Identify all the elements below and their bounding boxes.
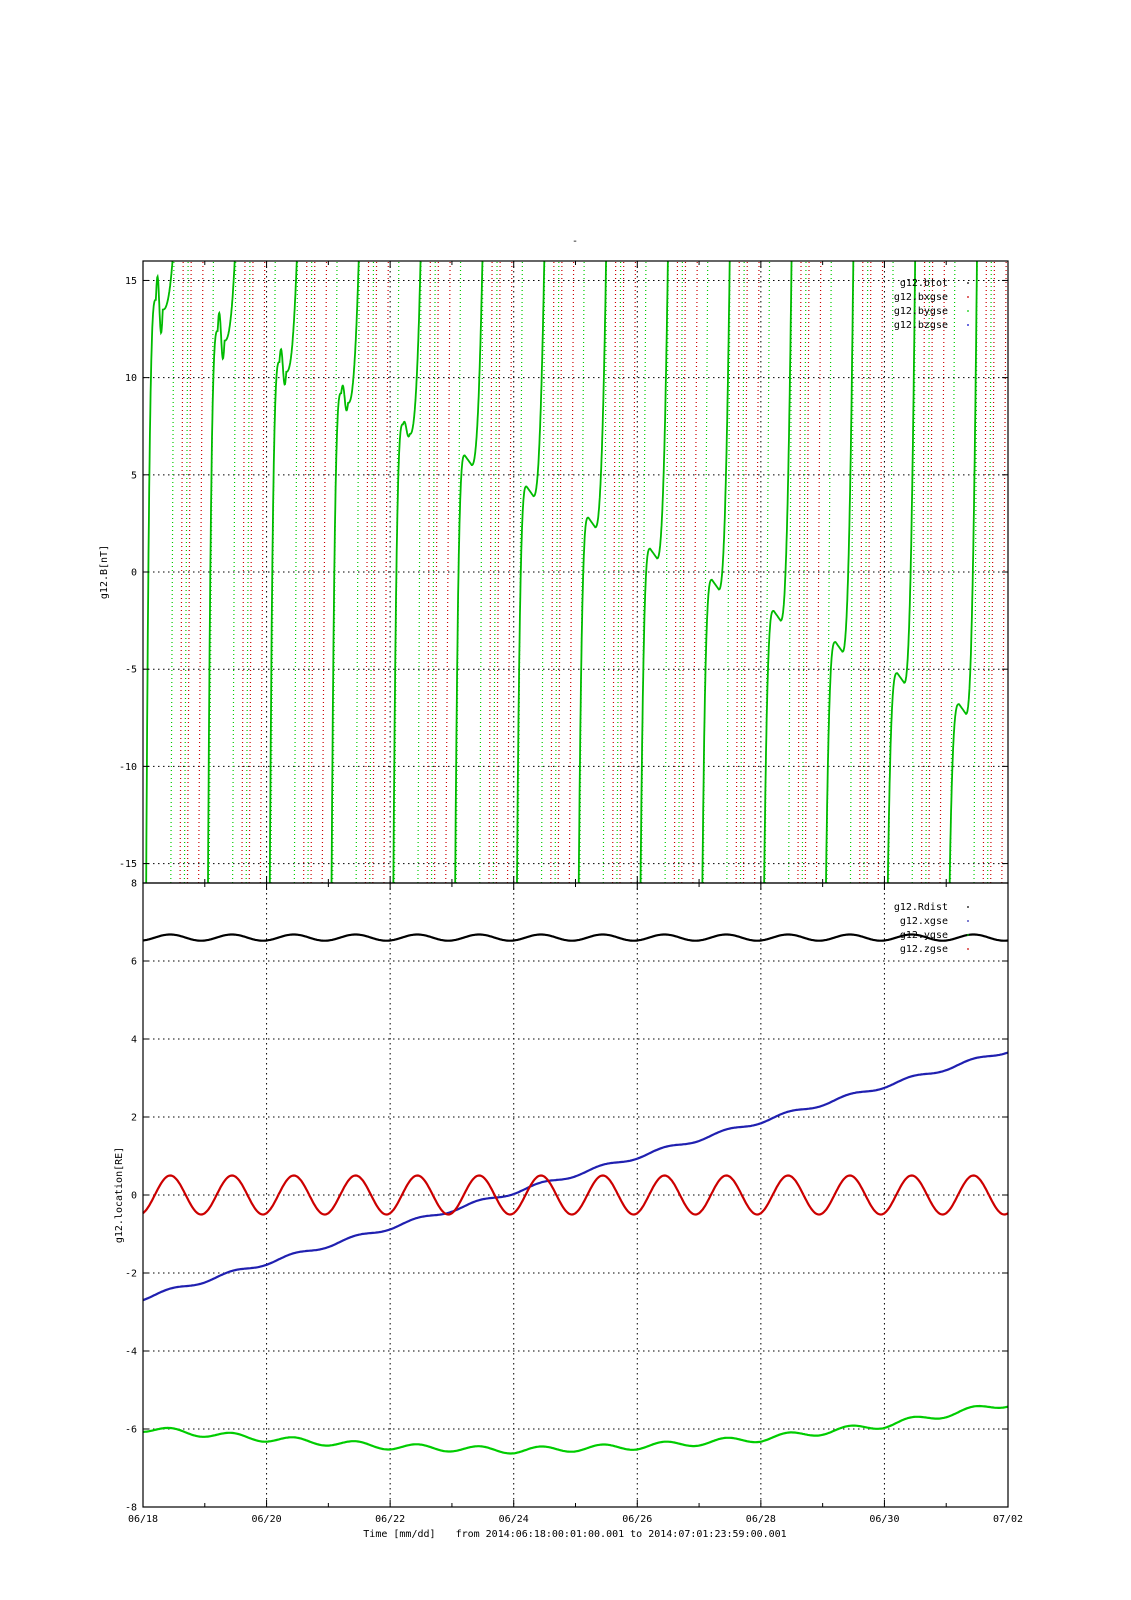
btot-solid-curve [825, 261, 855, 883]
y-tick-label: -15 [119, 859, 137, 870]
bxgse-dotted-crossing [568, 261, 575, 883]
x-ticks: 06/18 06/20 06/22 06/24 06/26 06/28 06/30 07/02 [128, 1514, 1023, 1525]
x-tick-label: 06/24 [499, 1514, 529, 1525]
y-tick-label: 0 [131, 568, 137, 579]
g12-Rdist-line [142, 933, 1009, 942]
legend-label: g12.ygse [900, 930, 948, 941]
btot-solid-curve [948, 261, 978, 883]
y-tick-label: 0 [131, 1191, 137, 1202]
figure-title: - [572, 236, 578, 247]
btot-solid-curve [145, 261, 174, 883]
y-tick-label: -6 [125, 1425, 137, 1436]
x-tick-label: 06/20 [252, 1514, 282, 1525]
x-tick-label: 07/02 [993, 1514, 1023, 1525]
x-tick-label: 06/30 [869, 1514, 899, 1525]
top-y-ticks: -15 -10 -5 0 5 10 15 [119, 261, 1008, 883]
legend-label: g12.bygse [894, 306, 948, 317]
legend-label: g12.Rdist [894, 902, 948, 913]
bottom-grid [143, 883, 1008, 1507]
x-axis-range-text: from 2014:06:18:00:01:00.001 to 2014:07:… [456, 1529, 787, 1540]
g12-xgse-line [142, 1051, 1009, 1302]
top-y-axis-label: g12.B[nT] [99, 545, 110, 599]
bottom-series [142, 933, 1009, 1455]
btot-solid-curve [330, 261, 360, 883]
legend-label: g12.xgse [900, 916, 948, 927]
legend-marker [967, 282, 969, 284]
btot-solid-curve [207, 261, 236, 883]
x-tick-label: 06/18 [128, 1514, 158, 1525]
y-tick-label: -8 [125, 1503, 137, 1514]
btot-solid-curve [763, 261, 793, 883]
y-tick-label: 15 [125, 276, 137, 287]
btot-solid-curve [392, 261, 422, 883]
y-tick-label: -2 [125, 1269, 137, 1280]
y-tick-label: -5 [125, 665, 137, 676]
top-legend: g12.btot g12.bxgse g12.bygse g12.bzgse [894, 278, 969, 331]
x-tick-label: 06/28 [746, 1514, 776, 1525]
y-tick-label: 6 [131, 957, 137, 968]
bottom-legend: g12.Rdist g12.xgse g12.ygse g12.zgse [894, 902, 969, 955]
x-tick-label: 06/26 [622, 1514, 652, 1525]
x-axis-label: Time [mm/dd] from 2014:06:18:00:01:00.00… [363, 1529, 786, 1540]
x-axis-label-prefix: Time [mm/dd] [363, 1529, 435, 1540]
bxgse-dotted-crossing [383, 261, 389, 883]
bygse-dotted-crossing [293, 261, 299, 883]
btot-solid-curve [701, 261, 731, 883]
legend-marker [967, 920, 969, 922]
y-tick-label: -4 [125, 1347, 137, 1358]
legend-marker [967, 934, 969, 936]
y-tick-label: 5 [131, 470, 137, 481]
legend-label: g12.zgse [900, 944, 948, 955]
top-series [145, 261, 1007, 883]
y-tick-label: 4 [131, 1035, 137, 1046]
bxgse-dotted-crossing [859, 261, 864, 883]
g12-zgse-line [142, 1174, 1009, 1216]
legend-label: g12.bxgse [894, 292, 948, 303]
legend-marker [967, 906, 969, 908]
top-panel: -15 -10 -5 0 5 10 15 g12.B[nT] g12.btot g12.bxg… [99, 260, 1009, 884]
legend-label: g12.btot [900, 278, 948, 289]
bottom-y-axis-label: g12.location[RE] [114, 1147, 125, 1243]
y-tick-label: 10 [125, 373, 137, 384]
y-tick-label: 8 [131, 879, 137, 890]
y-tick-label: -10 [119, 762, 137, 773]
btot-solid-curve [639, 261, 669, 883]
x-tick-label: 06/22 [375, 1514, 405, 1525]
legend-label: g12.bzgse [894, 320, 948, 331]
btot-solid-curve [268, 261, 298, 883]
bottom-panel: -8 -6 -4 -2 0 2 4 6 8 g12.location[RE] g12.Rdist… [114, 879, 1009, 1514]
legend-marker [967, 324, 969, 326]
bxgse-dotted-crossing [673, 261, 679, 883]
legend-marker [967, 296, 969, 298]
y-tick-label: 2 [131, 1113, 137, 1124]
g12-ygse-line [142, 1404, 1009, 1455]
top-grid [143, 261, 1008, 883]
btot-solid-curve [886, 261, 917, 883]
bygse-dotted-crossing [183, 261, 189, 883]
bygse-dotted-crossing [863, 261, 869, 883]
btot-solid-curve [577, 261, 607, 883]
legend-marker [967, 310, 969, 312]
bottom-y-ticks: -8 -6 -4 -2 0 2 4 6 8 [125, 879, 1008, 1514]
btot-solid-curve [454, 261, 484, 883]
bxgse-dotted-crossing [179, 261, 184, 883]
bygse-dotted-crossing [369, 261, 375, 883]
legend-marker [967, 948, 969, 950]
btot-solid-curve [516, 261, 546, 883]
